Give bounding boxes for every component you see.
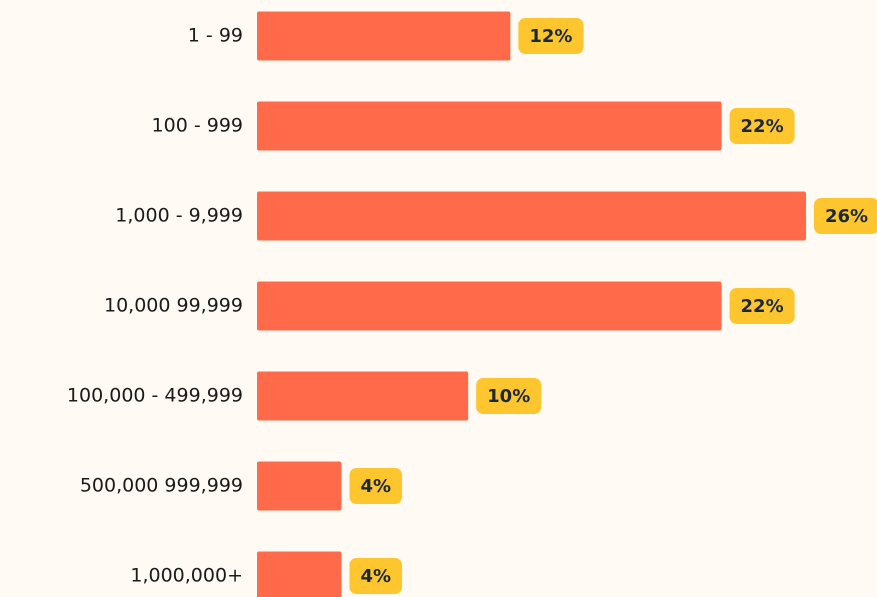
bar <box>257 191 806 241</box>
value-badge <box>476 378 542 414</box>
value-badge <box>518 18 584 54</box>
category-label: 1 - 99 <box>188 25 243 47</box>
category-label: 100 - 999 <box>152 115 243 137</box>
category-label: 1,000,000+ <box>130 565 243 587</box>
value-badge <box>349 468 403 504</box>
bar <box>257 371 469 421</box>
value-label: 4% <box>360 476 391 497</box>
category-label: 10,000 99,999 <box>104 295 243 317</box>
bar <box>257 11 511 61</box>
value-badge <box>814 198 877 234</box>
bar <box>257 281 722 331</box>
bar <box>257 101 722 151</box>
value-badge <box>349 558 403 594</box>
category-label: 1,000 - 9,999 <box>115 205 243 227</box>
value-label: 10% <box>487 386 530 407</box>
value-label: 12% <box>529 26 572 47</box>
bar <box>257 461 342 511</box>
value-label: 22% <box>741 296 784 317</box>
value-label: 26% <box>825 206 868 227</box>
category-label: 100,000 - 499,999 <box>67 385 243 407</box>
value-badge <box>729 288 795 324</box>
category-label: 500,000 999,999 <box>80 475 243 497</box>
value-label: 22% <box>741 116 784 137</box>
bar <box>257 551 342 597</box>
value-badge <box>729 108 795 144</box>
value-label: 4% <box>360 566 391 587</box>
